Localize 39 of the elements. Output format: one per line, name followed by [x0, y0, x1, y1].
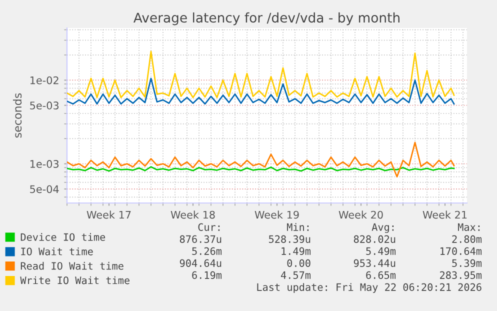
text: 2.80m [452, 235, 482, 243]
text: 4.57m [280, 271, 311, 279]
text: 6.19m [192, 271, 222, 279]
legend-label: Read IO Wait time [20, 262, 124, 270]
text: Last update: Fri May 22 06:20:21 2026 [257, 283, 482, 293]
legend-label: IO Wait time [21, 247, 93, 256]
y-tick-label: 1e-03 [30, 160, 59, 168]
text: 6.65m [366, 271, 396, 279]
text: Cur: [198, 223, 220, 231]
text: 5.26m [192, 247, 222, 255]
chart-title: Average latency for /dev/vda - by month [134, 12, 400, 26]
legend-label: Device IO time [20, 233, 106, 241]
line-series [67, 50, 455, 98]
text: Avg: [372, 223, 394, 233]
x-tick-label: Week 20 [338, 210, 383, 219]
text: 5.49m [366, 247, 396, 255]
text: 1.49m [282, 247, 311, 255]
text: 5.39m [452, 259, 482, 267]
text: 876.37u [180, 235, 222, 243]
y-tick-label: 1e-02 [30, 76, 58, 84]
text: 904.64u [180, 259, 222, 267]
text: Max: [458, 223, 480, 231]
text: 953.44u [354, 259, 396, 267]
line-series [67, 142, 455, 178]
y-tick-label: 5e-04 [30, 185, 59, 194]
y-tick-label: 5e-03 [30, 102, 59, 110]
x-tick-label: Week 18 [170, 210, 215, 219]
text: 283.95m [440, 271, 482, 279]
legend-label: Write IO Wait time [20, 276, 130, 284]
line-series [67, 78, 455, 105]
text: 828.02u [354, 235, 396, 243]
text: Min: [287, 223, 309, 231]
x-tick-label: Week 21 [422, 210, 467, 219]
x-tick-label: Week 17 [86, 210, 131, 219]
text: 170.64m [440, 247, 482, 255]
x-tick-label: Week 19 [254, 210, 299, 219]
text: 528.39u [268, 235, 310, 243]
text: 0.00 [287, 259, 310, 267]
y-axis-title: seconds [13, 93, 22, 138]
